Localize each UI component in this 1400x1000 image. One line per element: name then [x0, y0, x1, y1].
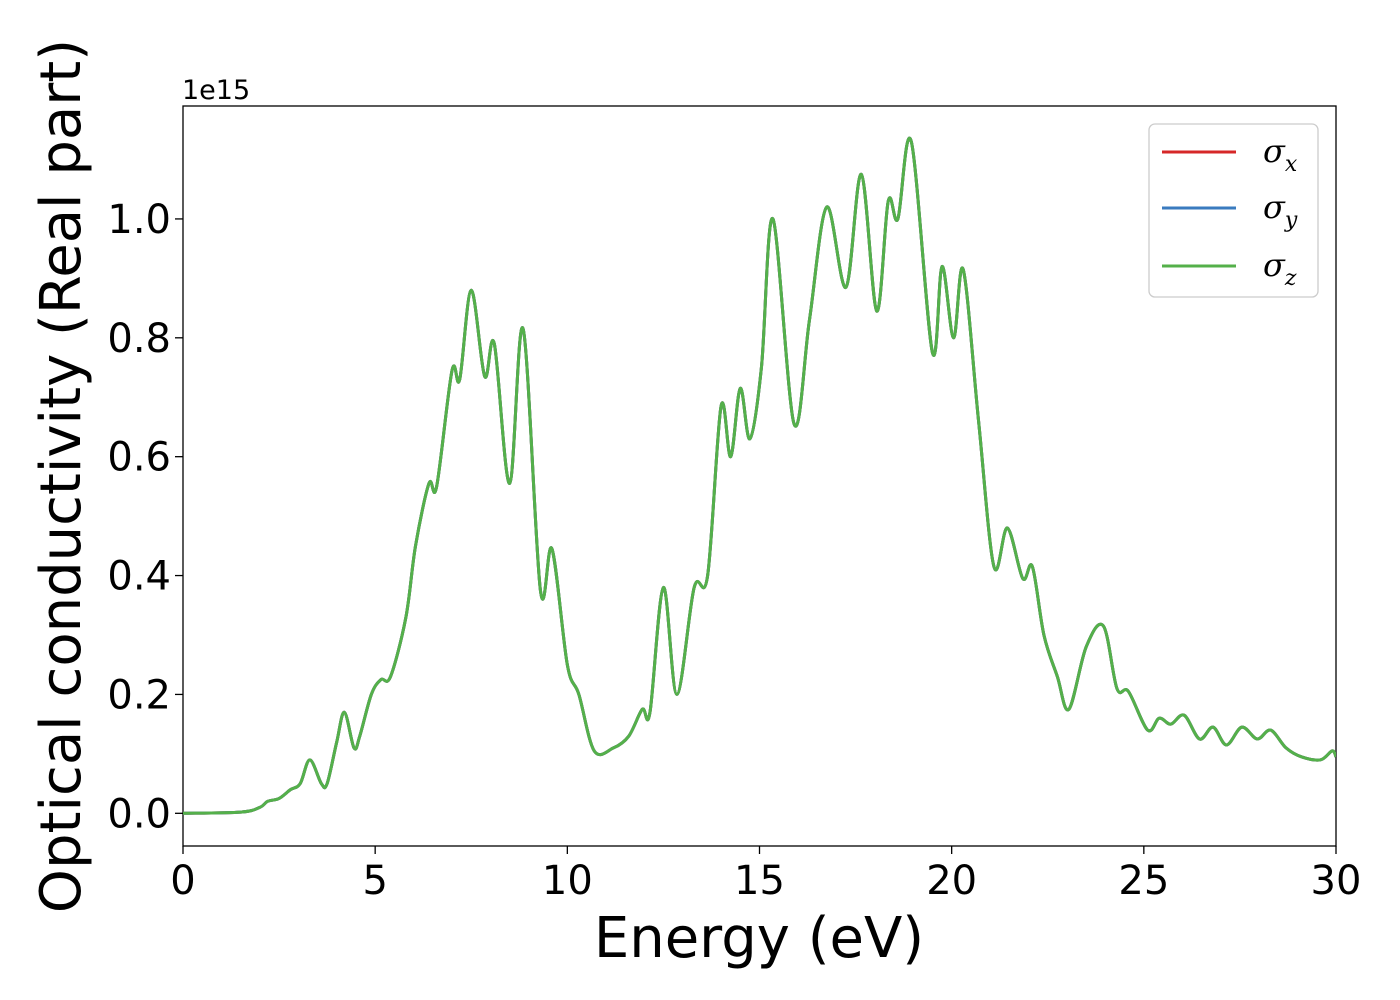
x-tick-label: 20 [926, 858, 977, 904]
x-axis-title: Energy (eV) [594, 906, 924, 971]
y-tick-label: 0.6 [107, 435, 171, 481]
y-tick-label: 0.4 [107, 554, 171, 600]
series-line-sigma-z [183, 136, 1336, 815]
y-tick-label: 0.8 [107, 316, 171, 362]
y-axis-ticks: 0.0 0.2 0.4 0.6 0.8 1.0 [107, 197, 183, 837]
x-axis-ticks: 0 5 10 15 20 25 30 [170, 846, 1361, 904]
legend-items: σx σy σz [1162, 132, 1298, 291]
x-tick-label: 5 [362, 858, 387, 904]
x-tick-label: 15 [734, 858, 785, 904]
x-tick-label: 0 [170, 858, 195, 904]
y-tick-label: 0.2 [107, 672, 171, 718]
x-tick-label: 30 [1311, 858, 1362, 904]
legend-label-sigma-z: σz [1263, 246, 1297, 291]
y-tick-label: 0.0 [107, 791, 171, 837]
x-tick-label: 10 [542, 858, 593, 904]
y-offset-label: 1e15 [182, 75, 250, 106]
x-tick-label: 25 [1118, 858, 1169, 904]
legend-label-sigma-y: σy [1263, 188, 1298, 233]
series-layer [183, 136, 1336, 815]
y-tick-label: 1.0 [107, 197, 171, 243]
legend-box [1148, 123, 1319, 298]
legend-label-sigma-x: σx [1263, 132, 1298, 177]
legend: σx σy σz [1148, 123, 1319, 298]
y-axis-title: Optical conductivity (Real part) [29, 39, 94, 913]
